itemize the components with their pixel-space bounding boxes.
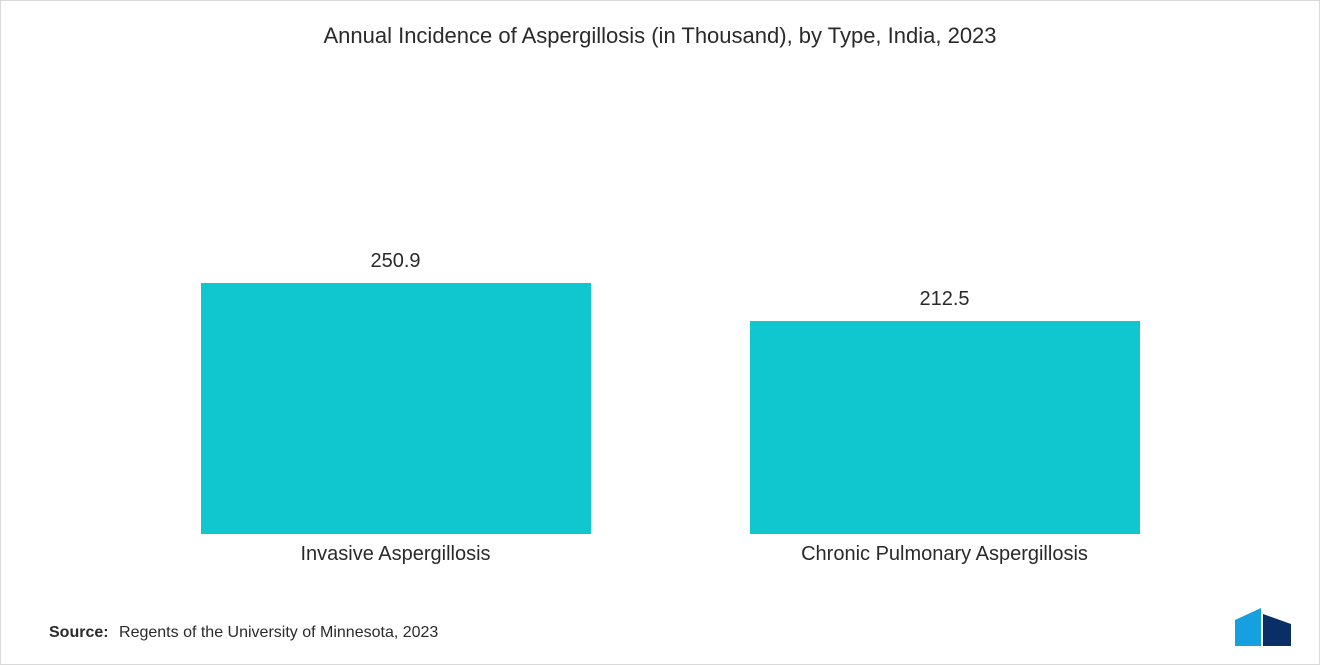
chart-container: Annual Incidence of Aspergillosis (in Th… bbox=[0, 0, 1320, 665]
brand-logo-icon bbox=[1231, 606, 1297, 650]
logo-bar-2 bbox=[1263, 614, 1291, 646]
bar-1 bbox=[750, 321, 1140, 534]
bar-group-1: 212.5 bbox=[670, 206, 1219, 534]
bar-group-0: 250.9 bbox=[121, 206, 670, 534]
chart-title: Annual Incidence of Aspergillosis (in Th… bbox=[1, 23, 1319, 49]
bar-value-label-0: 250.9 bbox=[370, 250, 420, 273]
category-label-0: Invasive Aspergillosis bbox=[121, 543, 670, 566]
plot-area: 250.9 212.5 bbox=[121, 206, 1219, 534]
category-label-1: Chronic Pulmonary Aspergillosis bbox=[670, 543, 1219, 566]
source-text: Regents of the University of Minnesota, … bbox=[119, 624, 438, 641]
bar-value-label-1: 212.5 bbox=[919, 288, 969, 311]
bar-0 bbox=[201, 283, 591, 534]
logo-bar-1 bbox=[1235, 608, 1261, 646]
source-label: Source: bbox=[49, 624, 109, 641]
source-line: Source: Regents of the University of Min… bbox=[49, 624, 438, 642]
category-labels-row: Invasive Aspergillosis Chronic Pulmonary… bbox=[121, 543, 1219, 566]
